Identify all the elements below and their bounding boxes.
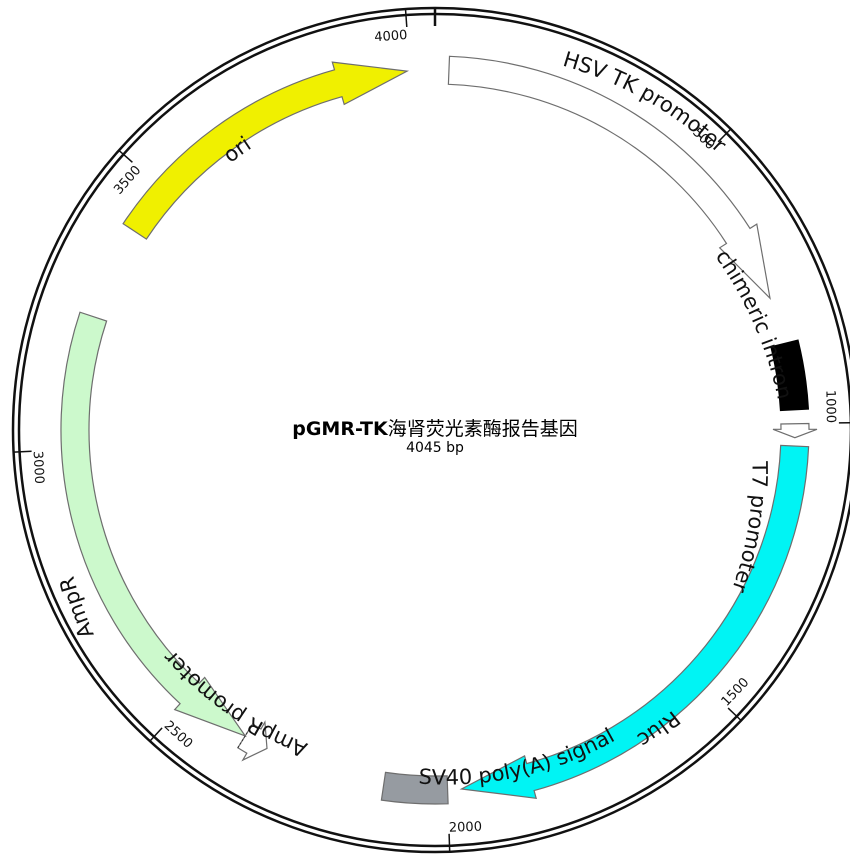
label-ampr: AmpR [55,574,99,642]
plasmid-name: pGMR-TK [292,418,388,440]
feature-sv40-poly-a-signal[interactable] [380,771,449,805]
feature-rluc[interactable] [459,444,810,800]
feature-ampr[interactable] [60,311,247,738]
tick-label: 1000 [822,390,838,423]
tick-label: 2000 [449,820,483,836]
tick-mark [404,8,408,28]
ampr-boundary [237,723,254,749]
tick-label: 4000 [374,28,408,45]
tick-mark [717,128,732,143]
tick-label: 3500 [111,163,144,198]
tick-mark [13,450,32,453]
tick-mark [118,149,133,163]
feature-arcs [60,55,818,805]
feature-t7-promoter[interactable] [772,422,818,439]
feature-chimeric-intron[interactable] [770,339,810,412]
plasmid-title: pGMR-TK海肾荧光素酶报告基因 [0,414,850,441]
plasmid-size: 4045 bp [406,440,464,456]
feature-hsv-tk-promoter[interactable] [447,55,771,300]
tick-mark [149,727,163,742]
tick-mark [727,707,742,722]
plasmid-description: 海肾荧光素酶报告基因 [387,418,578,440]
tick-label: 3000 [30,451,47,485]
tick-mark [448,833,451,852]
feature-ori[interactable] [122,61,410,240]
